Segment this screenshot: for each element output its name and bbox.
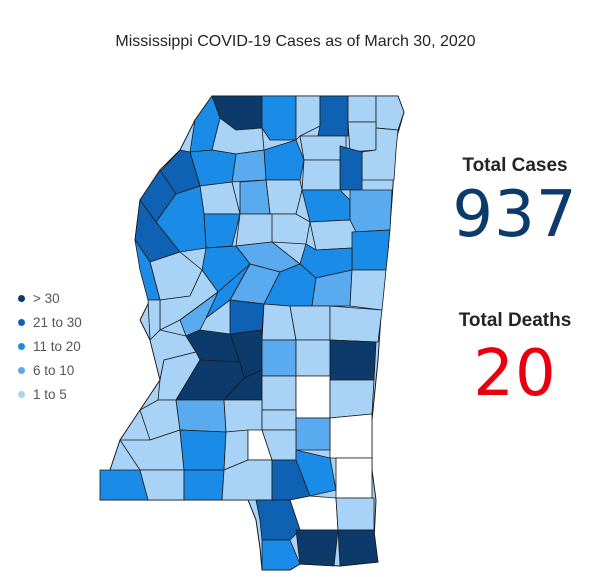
county-region[interactable]: [361, 127, 399, 181]
legend-dot: [18, 390, 25, 398]
county-region[interactable]: [261, 409, 297, 431]
county-region[interactable]: [295, 339, 331, 377]
legend-dot: [18, 294, 25, 302]
legend-label: 21 to 30: [33, 314, 82, 330]
legend-label: 1 to 5: [33, 386, 67, 402]
county-region[interactable]: [183, 469, 225, 501]
county-region[interactable]: [351, 229, 391, 271]
county-region[interactable]: [239, 179, 271, 215]
legend-dot: [18, 366, 25, 374]
legend-label: 11 to 20: [33, 338, 81, 354]
county-region[interactable]: [231, 149, 267, 183]
total-cases-label: Total Cases: [462, 155, 568, 176]
county-region[interactable]: [295, 449, 337, 497]
county-region[interactable]: [301, 159, 341, 191]
legend-label: > 30: [33, 290, 60, 306]
county-region[interactable]: [261, 339, 297, 377]
county-region[interactable]: [295, 417, 331, 451]
county-region[interactable]: [269, 213, 311, 245]
total-cases-value: 937: [452, 178, 578, 252]
county-region[interactable]: [339, 145, 363, 191]
county-region[interactable]: [229, 299, 265, 335]
county-region[interactable]: [329, 339, 377, 381]
county-region[interactable]: [329, 379, 375, 419]
county-region[interactable]: [375, 95, 405, 131]
county-region[interactable]: [309, 219, 357, 251]
county-region[interactable]: [337, 529, 379, 567]
county-region[interactable]: [347, 95, 377, 123]
legend-dot: [18, 318, 25, 326]
legend-item-21-to-30: 21 to 30: [18, 310, 82, 334]
county-region[interactable]: [289, 305, 331, 341]
legend-item-6-to-10: 6 to 10: [18, 358, 82, 382]
county-region[interactable]: [261, 95, 297, 141]
county-region[interactable]: [347, 121, 377, 153]
total-deaths-value: 20: [473, 337, 557, 411]
county-region[interactable]: [265, 179, 303, 215]
county-region[interactable]: [301, 189, 351, 223]
county-region[interactable]: [329, 413, 373, 459]
county-region[interactable]: [175, 399, 227, 433]
county-region[interactable]: [295, 529, 339, 567]
legend-item-1-to-5: 1 to 5: [18, 382, 82, 406]
map-title: Mississippi COVID-19 Cases as of March 3…: [115, 33, 476, 50]
county-region[interactable]: [235, 213, 273, 247]
legend-label: 6 to 10: [33, 362, 75, 378]
county-region[interactable]: [299, 135, 347, 161]
county-region[interactable]: [179, 291, 219, 337]
county-region[interactable]: [223, 399, 263, 433]
county-region[interactable]: [349, 189, 393, 233]
county-region[interactable]: [317, 95, 349, 137]
county-region[interactable]: [179, 429, 227, 471]
county-region[interactable]: [295, 95, 321, 141]
counties: [99, 95, 405, 571]
county-region[interactable]: [349, 269, 387, 311]
county-region[interactable]: [139, 469, 185, 501]
county-region[interactable]: [261, 539, 301, 571]
total-deaths-label: Total Deaths: [458, 310, 572, 331]
legend-dot: [18, 342, 25, 350]
county-region[interactable]: [295, 375, 331, 419]
legend: > 30 21 to 30 11 to 20 6 to 10 1 to 5: [18, 286, 82, 406]
county-region[interactable]: [261, 375, 297, 411]
county-region[interactable]: [335, 457, 373, 499]
legend-item-11-to-20: 11 to 20: [18, 334, 82, 358]
county-region[interactable]: [335, 497, 375, 531]
county-region[interactable]: [329, 305, 383, 343]
legend-item-over-30: > 30: [18, 286, 82, 310]
